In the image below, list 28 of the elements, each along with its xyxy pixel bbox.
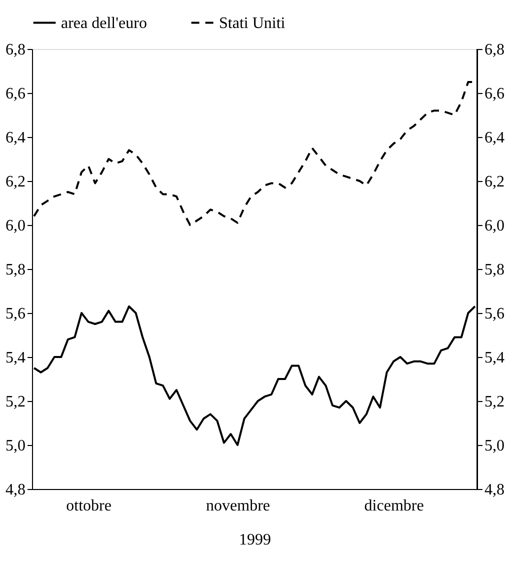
- y2-tick-label: 5,4: [484, 350, 504, 366]
- y-tick-label: 5,4: [6, 350, 26, 366]
- y-tick-label: 5,6: [6, 306, 26, 322]
- legend-label: Stati Uniti: [219, 14, 286, 32]
- y2-tick-label: 4,8: [484, 482, 504, 498]
- x-tick-label: dicembre: [364, 498, 424, 514]
- y2-tick-label: 6,0: [484, 218, 504, 234]
- y-tick-label: 4,8: [6, 482, 26, 498]
- x-axis-title: 1999: [239, 532, 271, 548]
- y2-tick-label: 6,4: [484, 130, 504, 146]
- y-tick-label: 6,4: [6, 130, 26, 146]
- y-tick-label: 6,2: [6, 174, 26, 190]
- y2-tick-label: 5,2: [484, 394, 504, 410]
- y-tick-label: 6,6: [6, 86, 26, 102]
- y2-tick-label: 5,8: [484, 262, 504, 278]
- y-tick-label: 5,0: [6, 438, 26, 454]
- legend-label: area dell'euro: [61, 14, 147, 32]
- y-tick-label: 5,8: [6, 262, 26, 278]
- x-tick-label: novembre: [206, 498, 270, 514]
- y2-tick-label: 6,2: [484, 174, 504, 190]
- y-tick-label: 6,8: [6, 42, 26, 58]
- x-tick-label: ottobre: [66, 498, 112, 514]
- y2-tick-label: 6,8: [484, 42, 504, 58]
- y2-tick-label: 5,6: [484, 306, 504, 322]
- y-tick-label: 5,2: [6, 394, 26, 410]
- y2-tick-label: 6,6: [484, 86, 504, 102]
- y-tick-label: 6,0: [6, 218, 26, 234]
- y2-tick-label: 5,0: [484, 438, 504, 454]
